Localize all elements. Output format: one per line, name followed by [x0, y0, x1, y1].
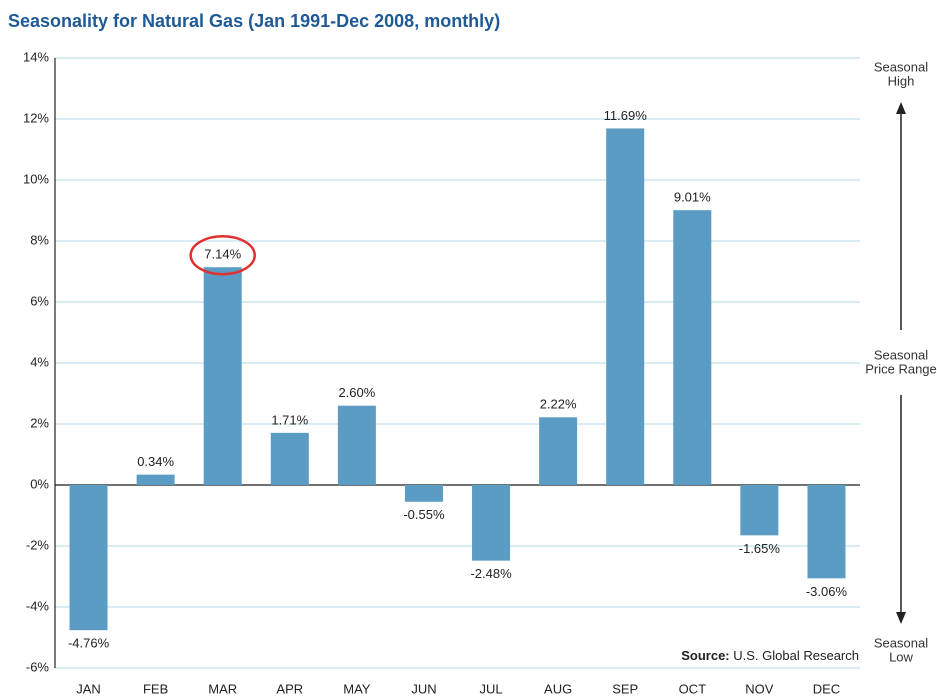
- value-label: -3.06%: [806, 584, 848, 599]
- bar: [270, 432, 309, 485]
- x-tick-label: JAN: [76, 681, 101, 696]
- value-label: 11.69%: [604, 108, 648, 123]
- side-label: Seasonal: [874, 635, 928, 650]
- side-label: Low: [889, 649, 913, 664]
- x-tick-label: NOV: [745, 681, 774, 696]
- source-text: U.S. Global Research: [733, 648, 859, 663]
- value-label: 1.71%: [271, 412, 308, 427]
- value-label: 7.14%: [204, 247, 241, 262]
- value-label: -0.55%: [403, 507, 445, 522]
- y-tick-label: 0%: [30, 476, 49, 491]
- bar: [539, 417, 578, 485]
- value-label: 2.60%: [338, 385, 375, 400]
- chart-title: Seasonality for Natural Gas (Jan 1991-De…: [8, 11, 500, 31]
- source-label: Source:: [681, 648, 729, 663]
- y-tick-label: 4%: [30, 354, 49, 369]
- x-tick-label: MAR: [208, 681, 237, 696]
- y-tick-label: 14%: [23, 49, 49, 64]
- bar: [673, 210, 712, 485]
- y-tick-label: 12%: [23, 110, 49, 125]
- x-tick-label: OCT: [679, 681, 707, 696]
- x-tick-label: JUL: [479, 681, 502, 696]
- x-tick-label: APR: [276, 681, 303, 696]
- value-label: 0.34%: [137, 454, 174, 469]
- side-label: Seasonal: [874, 347, 928, 362]
- y-tick-label: 8%: [30, 232, 49, 247]
- bar: [69, 485, 108, 631]
- bar: [404, 485, 443, 502]
- x-tick-label: MAY: [343, 681, 371, 696]
- side-label: High: [888, 73, 915, 88]
- bar: [136, 474, 175, 485]
- y-tick-label: -4%: [26, 598, 50, 613]
- value-label: 9.01%: [674, 190, 711, 205]
- y-tick-label: 10%: [23, 171, 49, 186]
- value-label: -1.65%: [739, 541, 781, 556]
- y-tick-label: -6%: [26, 659, 50, 674]
- x-tick-label: DEC: [813, 681, 840, 696]
- y-tick-label: 6%: [30, 293, 49, 308]
- highlight-circle: [189, 234, 256, 276]
- value-label: 2.22%: [540, 397, 577, 412]
- bar: [472, 485, 511, 561]
- bar: [203, 267, 242, 485]
- bar: [606, 128, 645, 485]
- arrow-down-head: [896, 612, 906, 624]
- x-tick-label: AUG: [544, 681, 572, 696]
- x-tick-label: SEP: [612, 681, 638, 696]
- y-tick-label: 2%: [30, 415, 49, 430]
- value-label: -2.48%: [470, 566, 512, 581]
- source: Source: U.S. Global Research: [681, 648, 859, 663]
- bar: [807, 485, 846, 579]
- bar: [337, 405, 376, 485]
- side-label: Price Range: [865, 361, 937, 376]
- value-label: -4.76%: [68, 636, 110, 651]
- side-label: Seasonal: [874, 59, 928, 74]
- y-tick-label: -2%: [26, 537, 50, 552]
- x-tick-label: FEB: [143, 681, 168, 696]
- arrow-up-head: [896, 102, 906, 114]
- bar: [740, 485, 779, 536]
- x-tick-label: JUN: [411, 681, 436, 696]
